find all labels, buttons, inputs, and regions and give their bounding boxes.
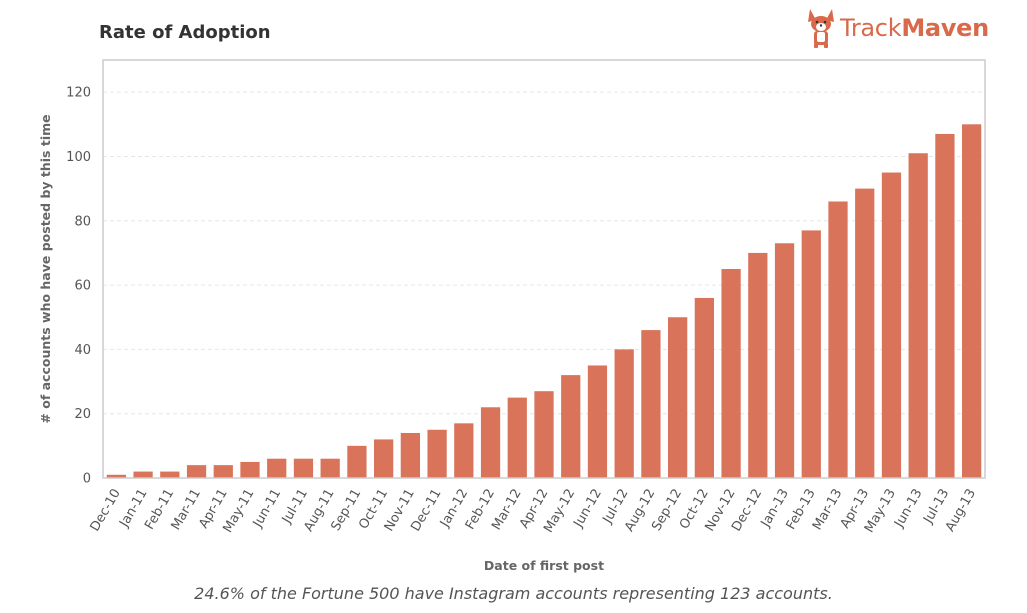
gridlines xyxy=(103,91,985,415)
logo-text: TrackMaven xyxy=(840,14,989,42)
bar xyxy=(427,429,447,478)
x-tick-labels: Dec-10Jan-11Feb-11Mar-11Apr-11May-11Jun-… xyxy=(88,486,979,535)
bar xyxy=(828,201,848,478)
bar xyxy=(213,465,233,478)
corgi-dog-icon xyxy=(808,9,834,48)
y-tick-label: 60 xyxy=(74,279,91,294)
bar xyxy=(801,230,821,478)
y-tick-labels: 0 20 40 60 80 100 120 xyxy=(66,86,91,487)
bars xyxy=(106,124,982,479)
bar xyxy=(480,407,501,478)
bar xyxy=(855,188,875,478)
bar xyxy=(935,133,955,478)
plot-frame xyxy=(102,59,986,479)
bar xyxy=(962,124,982,479)
y-tick-label: 20 xyxy=(74,407,91,422)
caption-text: 24.6% of the Fortune 500 have Instagram … xyxy=(194,584,833,603)
y-tick-label: 100 xyxy=(66,150,91,165)
bar xyxy=(641,330,661,478)
bar xyxy=(694,297,714,478)
bar xyxy=(347,445,367,478)
bar-chart: 0 20 40 60 80 100 120 Dec-10Jan-11Feb-11Mar-11… xyxy=(38,59,986,573)
y-tick-label: 80 xyxy=(74,214,91,229)
chart-title: Rate of Adoption xyxy=(99,22,271,43)
bar xyxy=(721,269,741,478)
x-axis-title: Date of first post xyxy=(484,558,604,573)
bar xyxy=(240,461,260,478)
bar xyxy=(614,349,634,478)
bar xyxy=(160,471,180,478)
bar xyxy=(774,243,795,478)
bar xyxy=(908,153,928,478)
bar xyxy=(320,458,340,478)
bar xyxy=(186,465,207,478)
trackmaven-logo: TrackMaven xyxy=(806,6,989,50)
bar xyxy=(133,471,153,478)
bar xyxy=(267,458,287,478)
bar xyxy=(293,458,314,478)
y-tick-label: 120 xyxy=(66,86,91,101)
bar xyxy=(374,439,394,478)
bar xyxy=(400,432,420,478)
bar xyxy=(106,474,126,478)
y-axis-title: # of accounts who have posted by this ti… xyxy=(38,114,53,423)
logo-text-bold: Maven xyxy=(901,14,989,42)
bar xyxy=(587,365,608,478)
y-tick-label: 40 xyxy=(74,343,91,358)
y-tick-label: 0 xyxy=(83,472,91,487)
bar xyxy=(668,317,688,478)
bar xyxy=(881,172,902,479)
logo-text-light: Track xyxy=(840,14,902,42)
x-tick-label: Dec-10 xyxy=(88,487,124,535)
bar xyxy=(561,375,581,478)
bar xyxy=(454,423,474,478)
bar xyxy=(507,397,527,478)
bar xyxy=(534,391,554,478)
bar xyxy=(748,252,768,478)
